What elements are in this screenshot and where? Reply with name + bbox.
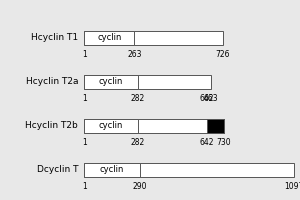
Text: Hcyclin T2b: Hcyclin T2b	[26, 121, 78, 130]
Text: 730: 730	[216, 138, 231, 147]
Text: cyclin: cyclin	[97, 33, 122, 43]
Text: 1: 1	[82, 50, 87, 59]
Text: 726: 726	[216, 50, 230, 59]
Bar	[84, 75, 211, 89]
Text: 642: 642	[200, 94, 214, 103]
Text: Dcyclin T: Dcyclin T	[37, 166, 78, 174]
Text: cyclin: cyclin	[100, 166, 124, 174]
Text: 1: 1	[82, 182, 87, 191]
Bar	[84, 31, 223, 45]
Text: cyclin: cyclin	[99, 77, 123, 86]
Text: 290: 290	[132, 182, 147, 191]
Text: cyclin: cyclin	[99, 121, 123, 130]
Text: 663: 663	[204, 94, 218, 103]
Bar	[84, 119, 224, 133]
Bar	[84, 75, 138, 89]
Text: 642: 642	[200, 138, 214, 147]
Text: 1: 1	[82, 94, 87, 103]
Text: 282: 282	[131, 138, 145, 147]
Text: Hcyclin T1: Hcyclin T1	[31, 33, 78, 43]
Bar	[84, 163, 294, 177]
Bar	[207, 119, 224, 133]
Text: 1: 1	[82, 138, 87, 147]
Text: 282: 282	[131, 94, 145, 103]
Bar	[84, 119, 138, 133]
Text: Hcyclin T2a: Hcyclin T2a	[26, 77, 78, 86]
Bar	[84, 163, 140, 177]
Bar	[84, 31, 134, 45]
Text: 263: 263	[127, 50, 142, 59]
Text: 1097: 1097	[284, 182, 300, 191]
